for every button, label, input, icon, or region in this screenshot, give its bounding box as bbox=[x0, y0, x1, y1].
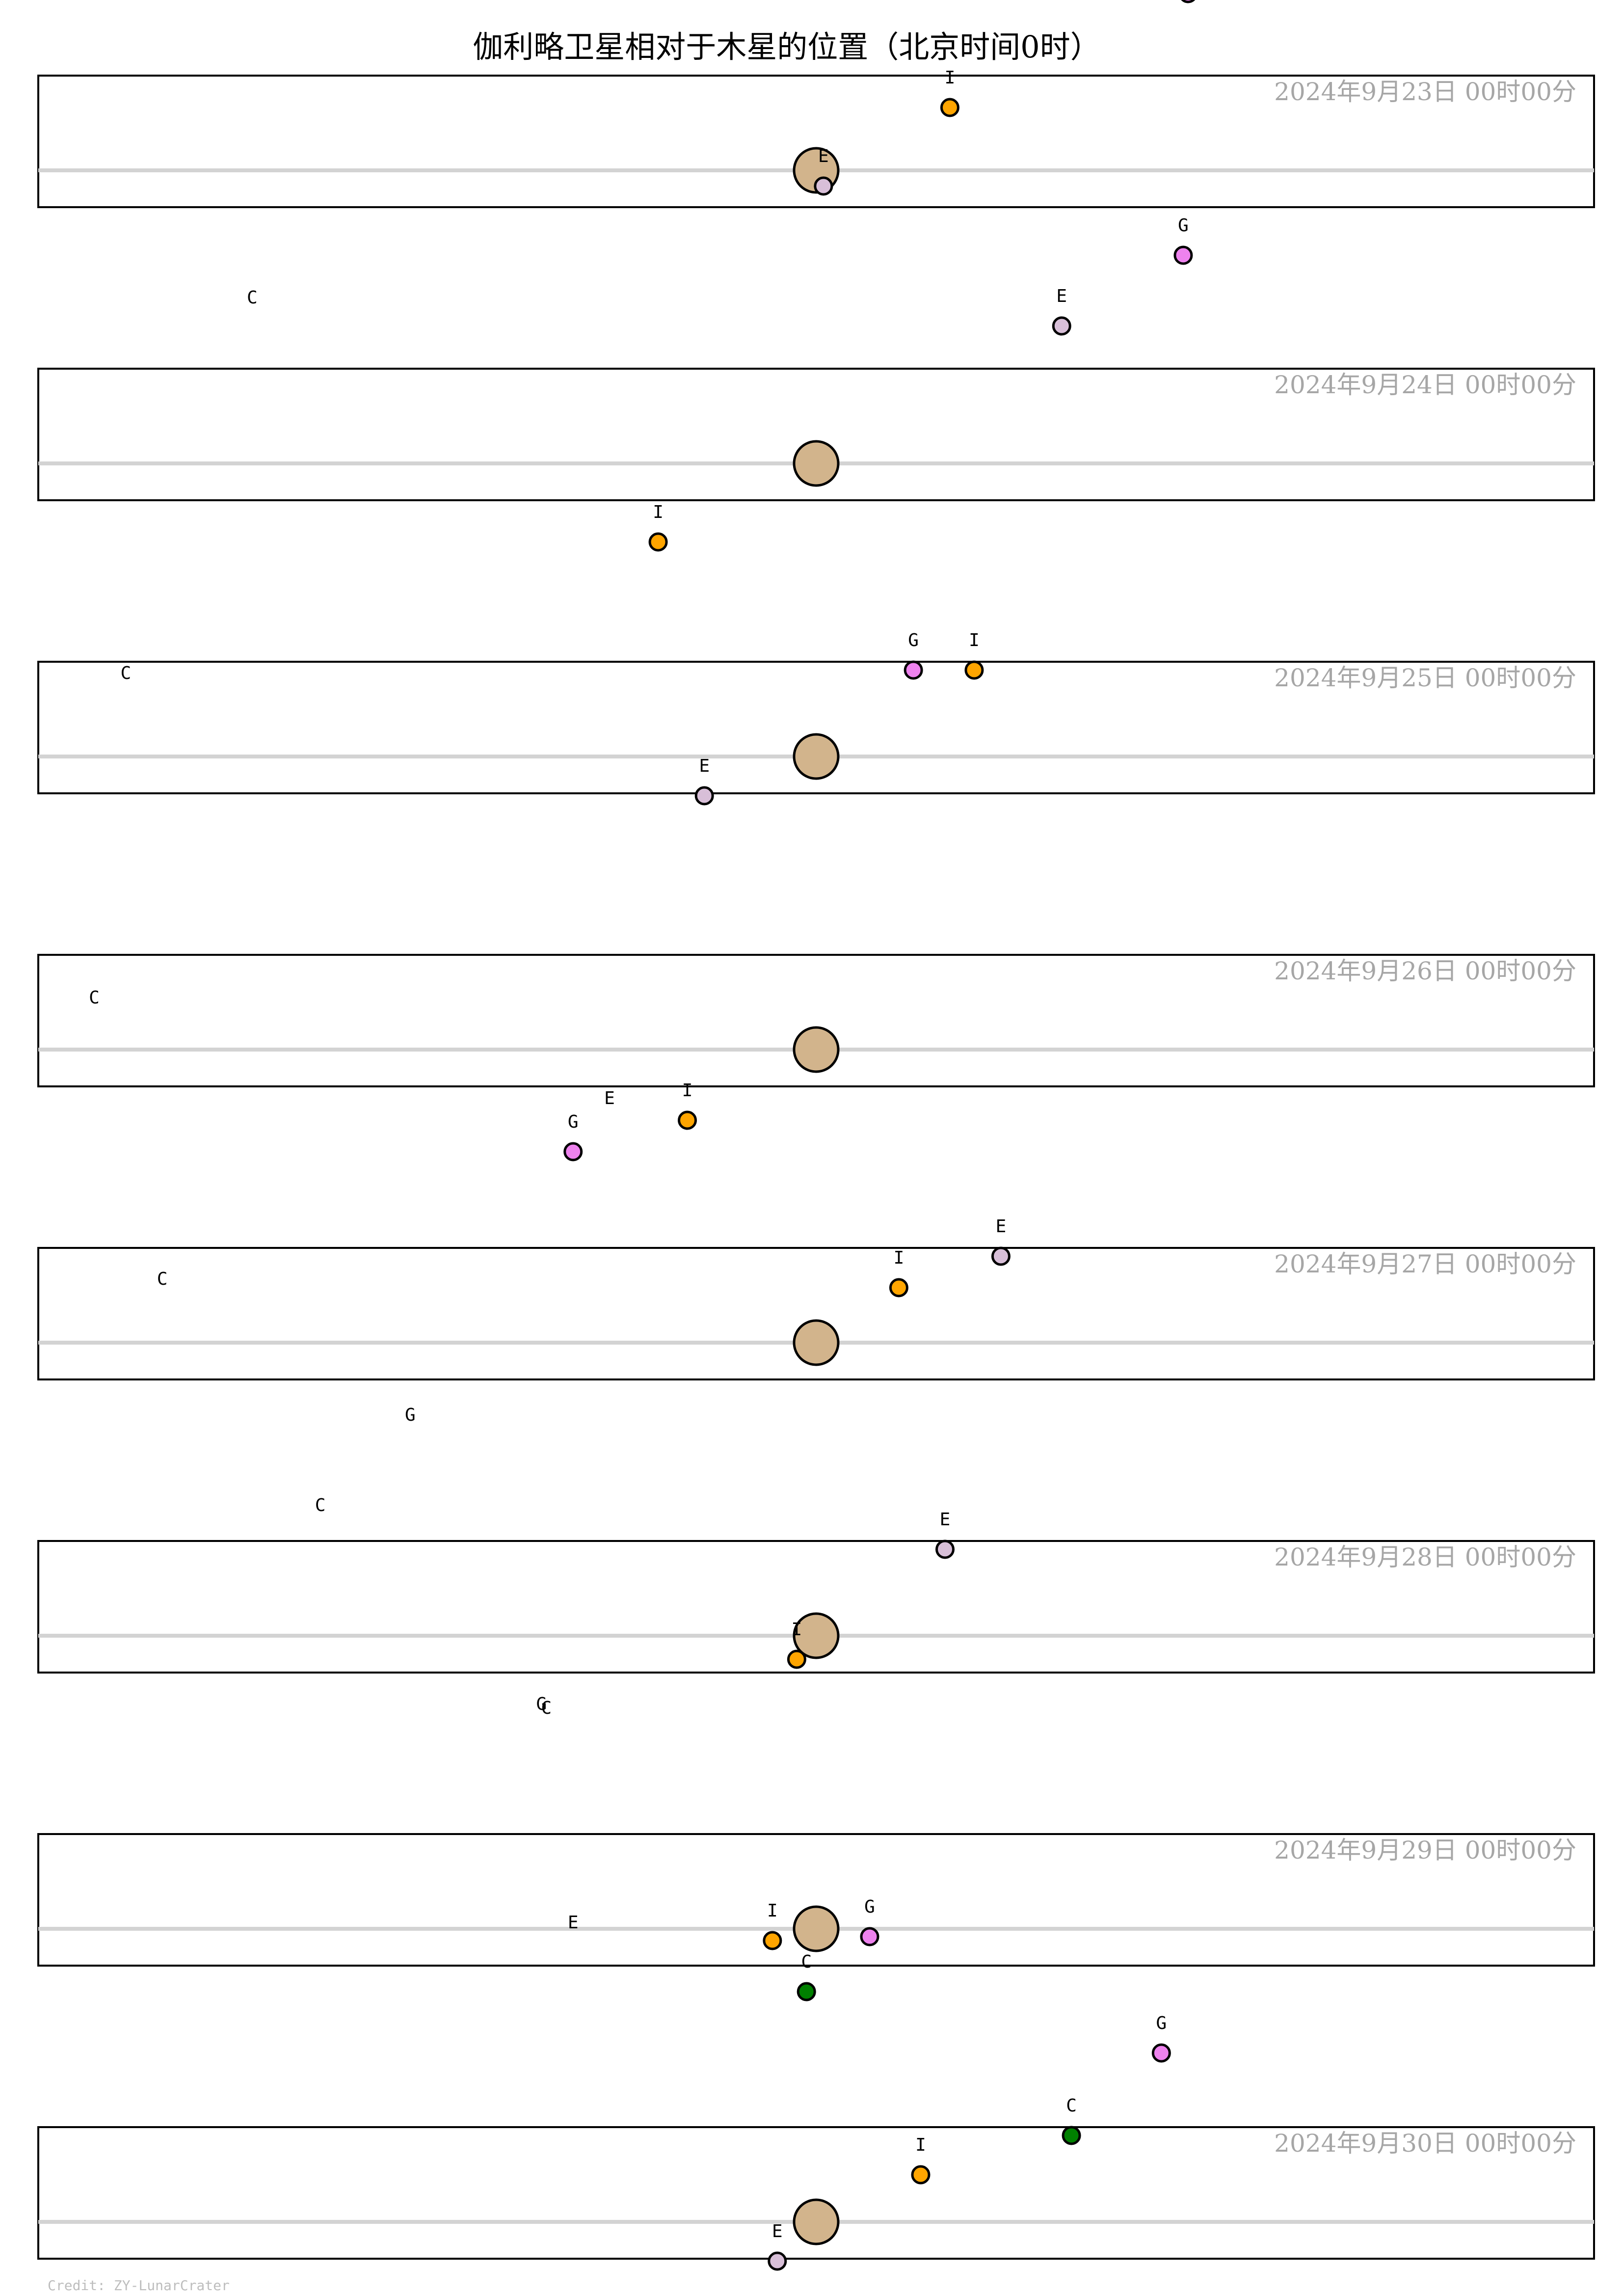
panel-frame bbox=[37, 1540, 1595, 1674]
day-panel: 2024年9月27日 00时00分 I E G C bbox=[37, 1216, 1595, 1515]
panel-frame bbox=[37, 661, 1595, 794]
moon-marker bbox=[648, 532, 668, 552]
moon-label: I bbox=[767, 1901, 778, 1921]
date-label: 2024年9月23日 00时00分 bbox=[1274, 78, 1576, 106]
moon-label: G bbox=[1178, 216, 1189, 236]
moon-label: G bbox=[864, 1897, 875, 1917]
moon-marker bbox=[694, 786, 714, 806]
jupiter-disk bbox=[793, 1026, 840, 1073]
jupiter-disk bbox=[793, 1612, 840, 1659]
date-label: 2024年9月29日 00时00分 bbox=[1274, 1836, 1576, 1864]
day-panel: 2024年9月28日 00时00分 I E GC bbox=[37, 1510, 1595, 1718]
moon-label: C bbox=[1066, 2096, 1077, 2116]
panels-group: 2024年9月23日 00时00分IEGC2024年9月24日 00时00分IE… bbox=[37, 0, 1595, 2271]
moon-marker bbox=[768, 2251, 787, 2271]
moon-label: E bbox=[604, 1088, 615, 1108]
moon-label: E bbox=[568, 1913, 579, 1933]
moon-label: E bbox=[818, 146, 829, 166]
moon-label: G bbox=[568, 1112, 579, 1132]
moon-label: I bbox=[945, 68, 956, 88]
moon-label: G bbox=[536, 1694, 547, 1714]
moon-label: C bbox=[247, 288, 258, 308]
day-panel: 2024年9月24日 00时00分 I E G C bbox=[37, 216, 1595, 683]
panel-frame bbox=[37, 368, 1595, 501]
credit-text: Credit: ZY-LunarCrater bbox=[48, 2277, 230, 2294]
moon-label: C bbox=[315, 1495, 326, 1515]
panel-frame bbox=[37, 75, 1595, 208]
day-panel: 2024年9月30日 00时00分 I E G C bbox=[37, 2013, 1595, 2271]
moon-marker bbox=[563, 1142, 583, 1162]
moon-marker bbox=[797, 1982, 816, 2001]
moon-marker bbox=[991, 1246, 1011, 1266]
moon-marker bbox=[940, 98, 959, 117]
date-label: 2024年9月30日 00时00分 bbox=[1274, 2129, 1576, 2158]
moon-marker bbox=[1181, 0, 1196, 3]
moon-label: G bbox=[908, 630, 919, 650]
moon-label: G bbox=[405, 1405, 416, 1425]
moon-marker bbox=[889, 1278, 908, 1297]
moon-label: I bbox=[969, 630, 980, 650]
jupiter-disk bbox=[793, 733, 840, 780]
date-label: 2024年9月28日 00时00分 bbox=[1274, 1543, 1576, 1571]
moon-marker bbox=[911, 2165, 931, 2185]
moon-marker bbox=[904, 660, 923, 680]
moon-marker bbox=[1151, 2043, 1171, 2063]
jupiter-disk bbox=[793, 1319, 840, 1366]
moon-label: E bbox=[699, 756, 710, 776]
jupiter-disk bbox=[793, 440, 840, 487]
moon-marker bbox=[964, 660, 984, 680]
moon-label: C bbox=[801, 1952, 812, 1972]
date-label: 2024年9月24日 00时00分 bbox=[1274, 371, 1576, 399]
jupiter-disk bbox=[793, 2198, 840, 2245]
moon-marker bbox=[787, 1649, 806, 1669]
moon-label: E bbox=[940, 1510, 951, 1530]
day-panel: 2024年9月23日 00时00分 I E G C bbox=[37, 0, 1595, 308]
chart-title: 伽利略卫星相对于木星的位置（北京时间0时） bbox=[473, 29, 1100, 65]
date-label: 2024年9月26日 00时00分 bbox=[1274, 957, 1576, 985]
moon-marker bbox=[1173, 245, 1193, 265]
moon-label: E bbox=[996, 1216, 1007, 1237]
day-panel: 2024年9月26日 00时00分 I E G C bbox=[37, 954, 1595, 1289]
day-panel: 2024年9月29日 00时00分 I E G C bbox=[37, 1833, 1595, 2001]
panel-frame bbox=[37, 2126, 1595, 2260]
moon-label: E bbox=[772, 2221, 783, 2242]
panel-frame bbox=[37, 1833, 1595, 1967]
moon-marker bbox=[763, 1931, 782, 1950]
moon-marker bbox=[935, 1540, 955, 1559]
moon-marker bbox=[677, 1110, 697, 1130]
moon-label: G bbox=[1156, 2013, 1167, 2033]
moon-label: C bbox=[120, 663, 131, 683]
moon-label: C bbox=[541, 1698, 552, 1718]
moon-label: I bbox=[682, 1080, 693, 1101]
panel-frame bbox=[37, 1247, 1595, 1380]
moon-marker bbox=[814, 176, 833, 196]
date-label: 2024年9月27日 00时00分 bbox=[1274, 1250, 1576, 1278]
moon-label: E bbox=[1056, 286, 1067, 306]
moon-marker bbox=[860, 1927, 879, 1946]
date-label: 2024年9月25日 00时00分 bbox=[1274, 664, 1576, 692]
moon-marker bbox=[1062, 2126, 1081, 2145]
moon-marker bbox=[1052, 316, 1071, 336]
jupiter-disk bbox=[793, 1905, 840, 1952]
moon-label: I bbox=[915, 2135, 926, 2155]
panel-frame bbox=[37, 954, 1595, 1087]
moon-label: I bbox=[653, 502, 664, 522]
moon-label: C bbox=[89, 988, 100, 1008]
moon-label: C bbox=[157, 1269, 168, 1289]
moon-label: I bbox=[792, 1620, 802, 1640]
day-panel: 2024年9月25日 00时00分 I E G C bbox=[37, 630, 1595, 1008]
moon-label: I bbox=[894, 1248, 905, 1268]
